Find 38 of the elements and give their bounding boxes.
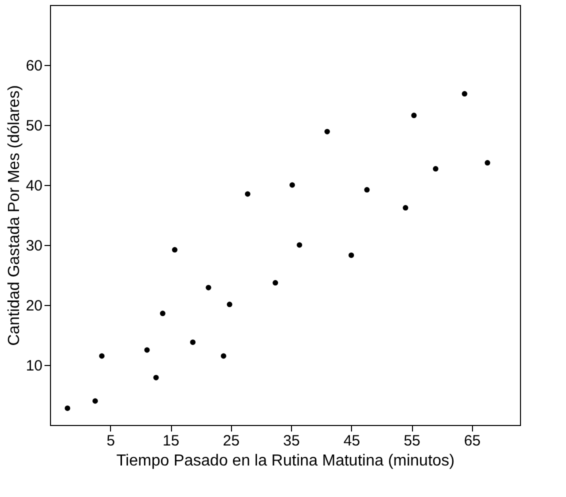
point <box>144 347 150 353</box>
y-tick-label: 60 <box>26 58 42 74</box>
x-tick-label: 25 <box>222 432 240 450</box>
x-tick-label: 55 <box>404 432 420 450</box>
y-axis-title: Cantidad Gastada Por Mes (dólares) <box>6 85 23 346</box>
x-tick-label: 45 <box>343 432 360 450</box>
point <box>220 353 226 359</box>
point <box>296 242 302 248</box>
point <box>462 91 468 97</box>
point <box>160 310 166 316</box>
point <box>348 252 354 258</box>
x-tick-label: 35 <box>283 432 300 450</box>
point <box>432 166 438 172</box>
point <box>484 160 490 166</box>
point <box>364 187 370 193</box>
point <box>289 182 295 188</box>
point <box>172 247 178 253</box>
point <box>99 353 105 359</box>
point <box>206 284 212 290</box>
point <box>324 128 330 134</box>
point <box>64 405 70 411</box>
point <box>402 205 408 211</box>
y-tick-label: 40 <box>26 178 42 194</box>
y-tick-label: 30 <box>26 238 42 254</box>
point <box>226 302 232 308</box>
x-axis-title: Tiempo Pasado en la Rutina Matutina (minutos) <box>116 452 455 470</box>
point <box>190 339 196 345</box>
y-tick-label: 20 <box>26 298 42 314</box>
point <box>411 112 417 118</box>
point <box>272 280 278 286</box>
point <box>153 374 159 380</box>
point <box>244 191 250 197</box>
y-tick-label: 50 <box>26 118 42 134</box>
y-tick-label: 10 <box>26 358 42 374</box>
x-tick-label: 15 <box>162 432 180 450</box>
point <box>92 398 98 404</box>
x-tick-label: 5 <box>106 432 115 450</box>
x-tick-label: 65 <box>464 432 481 450</box>
